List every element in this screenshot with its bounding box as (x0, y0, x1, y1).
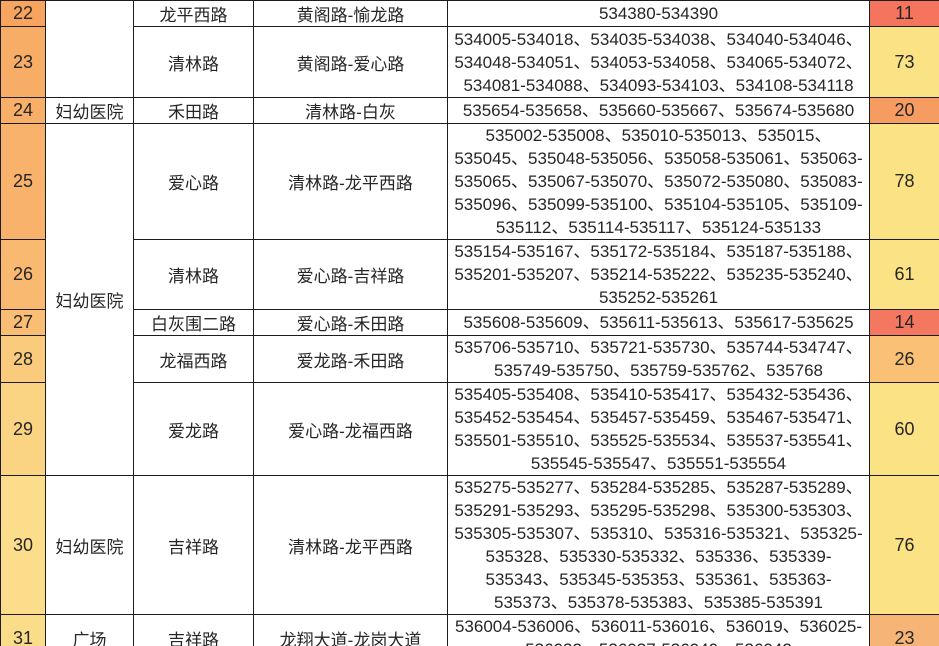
codes-cell: 535275-535277、535284-535285、535287-53528… (447, 475, 870, 615)
segment-cell: 黄阁路-愉龙路 (253, 0, 448, 27)
segment-cell: 黄阁路-爱心路 (253, 26, 448, 98)
codes-cell: 535706-535710、535721-535730、535744-53474… (447, 335, 870, 383)
road-cell: 吉祥路 (133, 475, 254, 615)
road-cell: 白灰围二路 (133, 309, 254, 336)
codes-cell: 535608-535609、535611-535613、535617-53562… (447, 309, 870, 336)
row-number-cell: 25 (0, 123, 46, 240)
segment-cell: 爱心路-禾田路 (253, 309, 448, 336)
row-number-cell: 24 (0, 97, 46, 124)
row-number-cell: 29 (0, 382, 46, 476)
area-cell: 妇幼医院 (45, 97, 134, 124)
road-cell: 吉祥路 (133, 614, 254, 646)
count-cell: 76 (869, 475, 939, 615)
count-cell: 78 (869, 123, 939, 240)
codes-cell: 535405-535408、535410-535417、535432-53543… (447, 382, 870, 476)
segment-cell: 清林路-龙平西路 (253, 123, 448, 240)
row-number-cell: 22 (0, 0, 46, 27)
table-row: 25 妇幼医院 爱心路 清林路-龙平西路 535002-535008、53501… (0, 123, 939, 476)
segment-cell: 爱心路-龙福西路 (253, 382, 448, 476)
table-row: 26 清林路 爱心路-吉祥路 535154-535167、535172-5351… (0, 239, 939, 310)
table-row: 29 爱龙路 爱心路-龙福西路 535405-535408、535410-535… (0, 382, 939, 476)
table-row: 30 妇幼医院 吉祥路 清林路-龙平西路 535275-535277、53528… (0, 475, 939, 615)
codes-cell: 535654-535658、535660-535667、535674-53568… (447, 97, 870, 124)
area-cell: 妇幼医院 (45, 475, 134, 615)
road-cell: 爱龙路 (133, 382, 254, 476)
count-cell: 11 (869, 0, 939, 27)
segment-cell: 龙翔大道-龙岗大道 (253, 614, 448, 646)
road-cell: 清林路 (133, 239, 254, 310)
table-row: 22 龙平西路 黄阁路-愉龙路 534380-534390 11 (0, 0, 939, 98)
count-cell: 20 (869, 97, 939, 124)
table-row: 24 妇幼医院 禾田路 清林路-白灰 535654-535658、535660-… (0, 97, 939, 124)
row-number-cell: 28 (0, 335, 46, 383)
segment-cell: 清林路-龙平西路 (253, 475, 448, 615)
table-row: 23 清林路 黄阁路-爱心路 534005-534018、534035-5340… (0, 26, 939, 98)
segment-cell: 清林路-白灰 (253, 97, 448, 124)
road-cell: 龙福西路 (133, 335, 254, 383)
count-cell: 60 (869, 382, 939, 476)
count-cell: 61 (869, 239, 939, 310)
road-cell: 禾田路 (133, 97, 254, 124)
table-row: 27 白灰围二路 爱心路-禾田路 535608-535609、535611-53… (0, 309, 939, 336)
codes-cell: 535154-535167、535172-535184、535187-53518… (447, 239, 870, 310)
table-row: 31 广场 吉祥路 龙翔大道-龙岗大道 536004-536006、536011… (0, 614, 939, 646)
row-number-cell: 31 (0, 614, 46, 646)
area-cell: 妇幼医院 (45, 123, 134, 476)
count-cell: 26 (869, 335, 939, 383)
codes-cell: 534380-534390 (447, 0, 870, 27)
count-cell: 23 (869, 614, 939, 646)
codes-cell: 535002-535008、535010-535013、535015、53504… (447, 123, 870, 240)
road-cell: 清林路 (133, 26, 254, 98)
area-cell: 广场 (45, 614, 134, 646)
count-cell: 14 (869, 309, 939, 336)
row-number-cell: 30 (0, 475, 46, 615)
codes-cell: 536004-536006、536011-536016、536019、53602… (447, 614, 870, 646)
road-cell: 龙平西路 (133, 0, 254, 27)
segment-cell: 爱心路-吉祥路 (253, 239, 448, 310)
segment-cell: 爱龙路-禾田路 (253, 335, 448, 383)
road-cell: 爱心路 (133, 123, 254, 240)
area-cell (45, 0, 134, 98)
codes-cell: 534005-534018、534035-534038、534040-53404… (447, 26, 870, 98)
count-cell: 73 (869, 26, 939, 98)
row-number-cell: 23 (0, 26, 46, 98)
row-number-cell: 27 (0, 309, 46, 336)
table-row: 28 龙福西路 爱龙路-禾田路 535706-535710、535721-535… (0, 335, 939, 383)
row-number-cell: 26 (0, 239, 46, 310)
